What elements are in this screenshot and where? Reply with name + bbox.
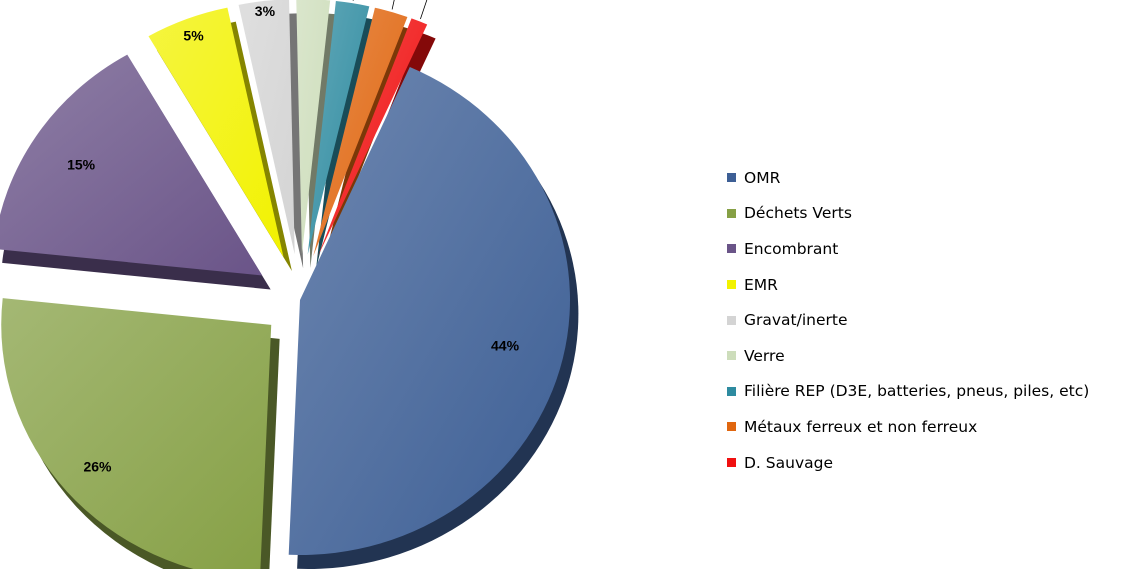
legend-item-gravat-inerte: Gravat/inerte xyxy=(727,302,1122,338)
pie-chart: 44%26%15%5%3%2%2%2%1% xyxy=(0,0,579,569)
legend-swatch-encombrant xyxy=(727,244,736,254)
data-label-gravat-inerte: 3% xyxy=(255,3,276,19)
slice-metaux-ferreux-et-non-ferreux xyxy=(313,7,408,256)
leader-line-filiere-rep-d3e-batteries-pneus-piles-etc xyxy=(352,0,354,1)
slice-dechets-verts xyxy=(1,298,272,569)
legend-item-encombrant: Encombrant xyxy=(727,231,1122,267)
legend-label-filiere-rep-d3e-batteries-pneus-piles-etc: Filière REP (D3E, batteries, pneus, pile… xyxy=(744,382,1090,401)
legend-swatch-filiere-rep-d3e-batteries-pneus-piles-etc xyxy=(727,386,736,396)
legend-item-verre: Verre xyxy=(727,338,1122,374)
legend-item-dechets-verts: Déchets Verts xyxy=(727,196,1122,232)
legend-item-omr: OMR xyxy=(727,160,1122,196)
legend-label-gravat-inerte: Gravat/inerte xyxy=(744,311,848,330)
legend-item-d-sauvage: D. Sauvage xyxy=(727,445,1122,481)
data-label-encombrant: 15% xyxy=(67,156,96,172)
leader-line-metaux-ferreux-et-non-ferreux xyxy=(391,0,395,10)
data-label-dechets-verts: 26% xyxy=(83,458,112,474)
legend-swatch-metaux-ferreux-et-non-ferreux xyxy=(727,422,736,432)
data-label-emr: 5% xyxy=(183,28,204,44)
legend-label-d-sauvage: D. Sauvage xyxy=(744,453,833,472)
slice-emr xyxy=(148,7,284,258)
data-label-omr: 44% xyxy=(491,337,520,353)
slice-filiere-rep-d3e-batteries-pneus-piles-etc xyxy=(307,1,370,255)
slice-d-sauvage xyxy=(317,18,428,258)
pie-labels-layer: 44%26%15%5%3%2%2%2%1% xyxy=(67,0,520,474)
legend-swatch-gravat-inerte xyxy=(727,315,736,325)
leader-line-d-sauvage xyxy=(420,0,428,20)
legend-label-emr: EMR xyxy=(744,275,778,294)
legend-swatch-emr xyxy=(727,280,736,290)
slice-omr xyxy=(288,67,570,555)
chart-legend: OMR Déchets Verts Encombrant EMR Gravat/iner… xyxy=(727,160,1122,480)
legend-label-omr: OMR xyxy=(744,168,781,187)
legend-swatch-verre xyxy=(727,351,736,361)
legend-swatch-dechets-verts xyxy=(727,208,736,218)
legend-label-metaux-ferreux-et-non-ferreux: Métaux ferreux et non ferreux xyxy=(744,417,978,436)
legend-item-filiere-rep-d3e-batteries-pneus-piles-etc: Filière REP (D3E, batteries, pneus, pile… xyxy=(727,374,1122,410)
legend-label-verre: Verre xyxy=(744,346,785,365)
slice-gravat-inerte xyxy=(238,0,295,255)
slice-encombrant xyxy=(0,54,263,276)
legend-item-metaux-ferreux-et-non-ferreux: Métaux ferreux et non ferreux xyxy=(727,409,1122,445)
legend-label-dechets-verts: Déchets Verts xyxy=(744,204,852,223)
legend-swatch-d-sauvage xyxy=(727,458,736,468)
pie-slices-layer xyxy=(0,0,570,569)
legend-label-encombrant: Encombrant xyxy=(744,239,839,258)
legend-item-emr: EMR xyxy=(727,267,1122,303)
legend-swatch-omr xyxy=(727,173,736,183)
slice-verre xyxy=(296,0,331,255)
